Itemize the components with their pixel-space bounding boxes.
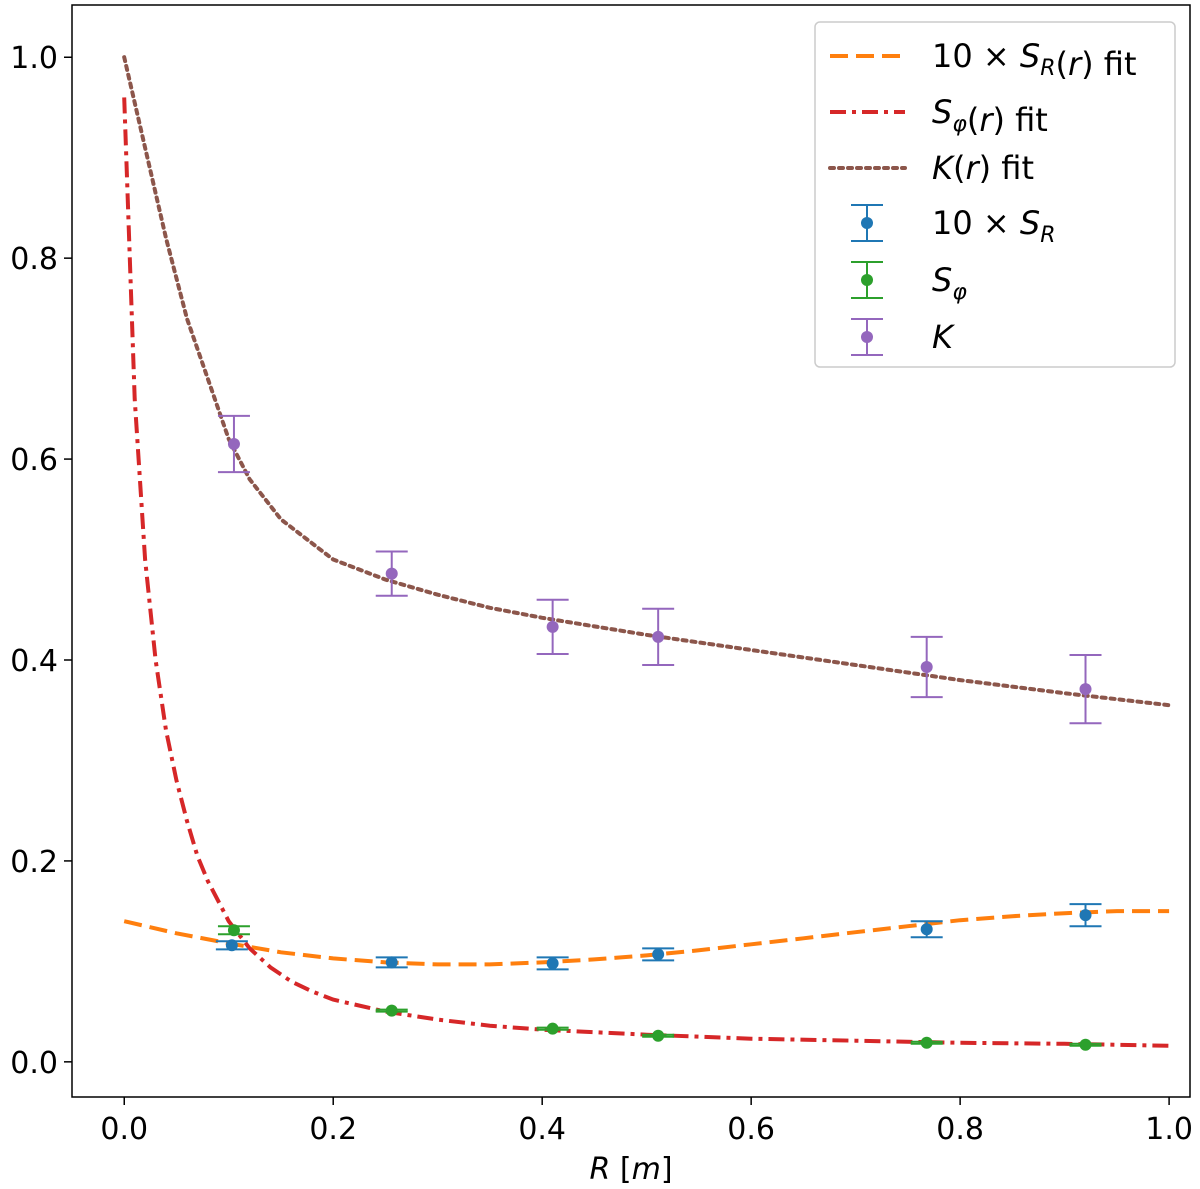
measurement-2-0 [217, 414, 250, 474]
legend-label: 10 × SR(r) fit [932, 37, 1136, 83]
measurement-0-0 [215, 939, 248, 952]
y-tick-label: 0.2 [10, 845, 58, 880]
plot-frame [71, 4, 1191, 1098]
legend-box [814, 21, 1176, 368]
measurement-1-5 [1069, 1038, 1102, 1051]
legend-label: K [932, 318, 956, 356]
data-point [920, 923, 933, 936]
measurement-1-4 [910, 1036, 943, 1049]
data-point [227, 438, 240, 451]
y-tick-label: 0.8 [10, 242, 58, 277]
data-point [546, 620, 559, 633]
x-tick-label: 0.2 [309, 1112, 357, 1147]
legend-label: Sφ [932, 261, 967, 305]
data-point [385, 1004, 398, 1017]
measurement-2-5 [1069, 653, 1102, 725]
legend-entry-1: Sφ(r) fit [830, 93, 1048, 139]
data-point [652, 1029, 665, 1042]
axes: 0.0 0.2 0.4 0.6 0.8 1.0 0.0 0.2 0.4 0.6 0.8 1.0 R [m… [10, 4, 1193, 1187]
data-point [546, 1022, 559, 1035]
legend-entry-3: 10 × SR [851, 204, 1055, 248]
plot-area [122, 55, 1172, 1051]
measurement-0-2 [536, 956, 569, 971]
data-point [227, 924, 240, 937]
data-point [920, 661, 933, 674]
x-axis-label: R [m] [589, 1152, 672, 1187]
measurement-2-4 [910, 635, 943, 699]
data-point [920, 1036, 933, 1049]
data-point [1079, 1038, 1092, 1051]
measurement-0-5 [1069, 903, 1102, 928]
legend-marker [861, 217, 873, 229]
data-point [385, 956, 398, 969]
legend-label: 10 × SR [932, 204, 1055, 248]
measurement-1-3 [642, 1029, 675, 1042]
measurement-2-3 [642, 607, 675, 667]
measurement-0-4 [910, 920, 943, 939]
fit-curve-2 [122, 55, 1172, 708]
x-tick-label: 0.0 [100, 1112, 148, 1147]
fit-curve-1 [122, 97, 1170, 1048]
data-point [652, 630, 665, 643]
measurement-0-1 [375, 956, 408, 969]
legend-entry-4: Sφ [851, 261, 967, 305]
fit-curve-0 [123, 909, 1170, 967]
data-point [385, 567, 398, 580]
legend-entry-5: K [851, 318, 956, 356]
measurement-2-1 [375, 550, 408, 597]
data-point [1079, 683, 1092, 696]
y-tick-label: 0.0 [10, 1046, 58, 1081]
data-point [546, 957, 559, 970]
legend-label: Sφ(r) fit [932, 93, 1048, 139]
measurement-0-3 [642, 947, 675, 962]
data-point [225, 939, 238, 952]
y-tick-label: 1.0 [10, 41, 58, 76]
data-point [652, 948, 665, 961]
legend-entry-0: 10 × SR(r) fit [830, 37, 1136, 83]
y-tick-label: 0.4 [10, 644, 58, 679]
x-tick-label: 0.6 [727, 1112, 775, 1147]
measurement-1-0 [217, 924, 250, 937]
measurement-2-2 [536, 598, 569, 655]
data-point [1079, 909, 1092, 922]
legend: 10 × SR(r) fit Sφ(r) fit K(r) fit 10 × SR Sφ… [814, 21, 1176, 368]
x-tick-label: 0.8 [936, 1112, 984, 1147]
measurement-1-1 [375, 1004, 408, 1017]
x-tick-label: 1.0 [1145, 1112, 1193, 1147]
x-tick-label: 0.4 [518, 1112, 566, 1147]
legend-label: K(r) fit [932, 149, 1034, 187]
measurement-1-2 [536, 1022, 569, 1035]
legend-marker [861, 274, 873, 286]
y-tick-label: 0.6 [10, 443, 58, 478]
legend-marker [861, 331, 873, 343]
legend-entry-2: K(r) fit [828, 149, 1034, 187]
